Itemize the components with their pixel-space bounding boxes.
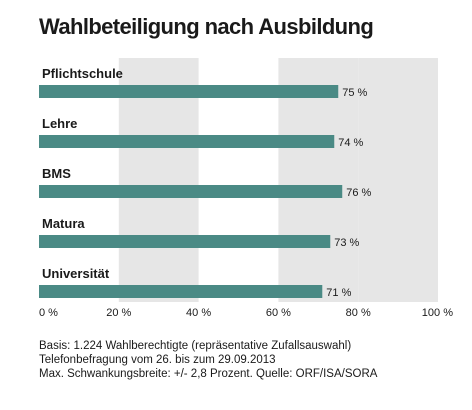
value-label: 71 % [326, 287, 351, 299]
category-label: Matura [42, 216, 85, 231]
background-band [118, 58, 199, 302]
source-note: Basis: 1.224 Wahlberechtigte (repräsenta… [39, 339, 377, 381]
tick-label: 40 % [186, 307, 211, 319]
tick-label: 60 % [266, 307, 291, 319]
bar [39, 85, 339, 98]
bar [39, 135, 335, 148]
tick-label: 80 % [346, 307, 371, 319]
source-note-line-3: Max. Schwankungsbreite: +/- 2,8 Prozent.… [39, 368, 378, 380]
x-axis-ticks: 0 % 20 % 40 % 60 % 80 % 100 % [39, 307, 453, 319]
bar [39, 235, 331, 248]
bar-rows: Pflichtschule 75 % Lehre 74 % BMS 76 % Matura 7… [39, 66, 372, 299]
value-label: 76 % [346, 187, 371, 199]
tick-label: 100 % [422, 307, 453, 319]
value-label: 73 % [334, 237, 359, 249]
category-label: BMS [42, 166, 71, 181]
background-band [278, 58, 359, 302]
value-label: 75 % [342, 87, 367, 99]
source-note-line-2: Telefonbefragung vom 26. bis zum 29.09.2… [39, 354, 276, 366]
source-note-line-1: Basis: 1.224 Wahlberechtigte (repräsenta… [39, 340, 352, 352]
tick-label: 0 % [39, 307, 58, 319]
background-band [358, 58, 438, 302]
background-bands [118, 58, 438, 302]
bar [39, 185, 343, 198]
category-label: Universität [42, 266, 110, 281]
category-label: Pflichtschule [42, 66, 123, 81]
chart-title: Wahlbeteiligung nach Ausbildung [39, 14, 374, 39]
bar-chart: Pflichtschule 75 % Lehre 74 % BMS 76 % Matura 7… [39, 58, 453, 319]
category-label: Lehre [42, 116, 77, 131]
bar [39, 285, 323, 298]
tick-label: 20 % [106, 307, 131, 319]
value-label: 74 % [338, 137, 363, 149]
